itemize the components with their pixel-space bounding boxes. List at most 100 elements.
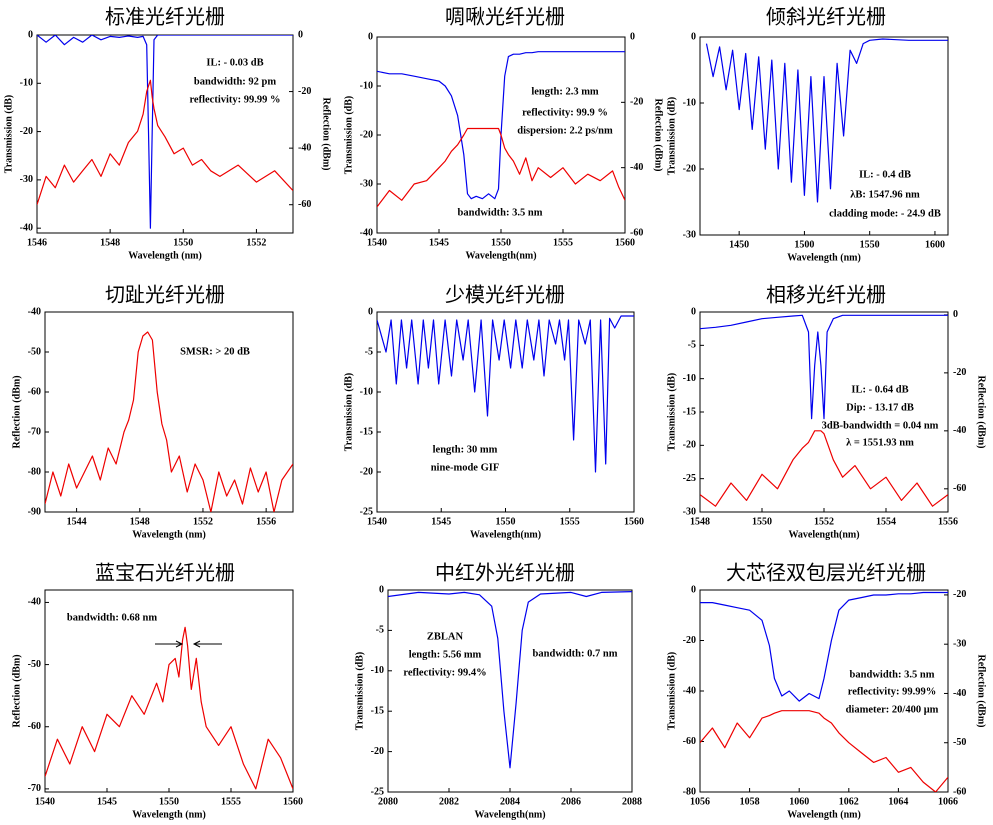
y2-axis-label: Reflection (dBm) (976, 375, 987, 448)
chart-title: 蓝宝石光纤光栅 (95, 561, 235, 585)
spectrum-line (388, 591, 632, 769)
subplot: 少模光纤光栅 1540 1545 1550 1555 1560 0 -5 -10 -15 -20 -2… (343, 283, 644, 541)
x-tick-label: 1555 (560, 516, 580, 527)
x-axis-label: Wavelength (nm) (128, 250, 202, 261)
x-axis-label: Wavelength (nm) (132, 529, 206, 540)
annotation: length: 2.3 mm (531, 86, 599, 97)
y-tick-label: -20 (371, 746, 384, 757)
y2-tick-label: -60 (953, 483, 966, 494)
y2-tick-label: -60 (298, 199, 311, 210)
y-tick-label: -5 (365, 346, 373, 357)
annotation: bandwidth: 3.5 nm (458, 207, 543, 218)
x-tick-label: 2084 (500, 796, 520, 807)
y2-tick-label: -20 (298, 86, 311, 97)
y-tick-label: -40 (28, 306, 41, 317)
subplot: 大芯径双包层光纤光栅 1056 1058 1060 1062 1064 1066 0 -20 -4… (666, 561, 986, 821)
x-tick-label: 1560 (615, 237, 635, 248)
x-tick-label: 1548 (690, 516, 710, 527)
y2-tick-label: 0 (298, 29, 303, 40)
y-tick-label: -40 (360, 227, 373, 238)
y2-tick-label: -40 (630, 162, 643, 173)
y2-tick-label: -40 (953, 425, 966, 436)
y-tick-label: -10 (683, 97, 696, 108)
chart-title: 啁啾光纤光栅 (445, 5, 565, 29)
x-tick-label: 1556 (938, 516, 958, 527)
y-axis-label: Transmission (dB) (666, 97, 677, 175)
x-tick-label: 1544 (67, 516, 87, 527)
x-tick-label: 1540 (367, 516, 387, 527)
y-tick-label: 0 (368, 306, 373, 317)
annotation: length: 30 mm (433, 444, 498, 455)
spectrum-line (45, 626, 293, 790)
y-tick-label: -40 (20, 222, 33, 233)
annotation: bandwidth: 3.5 nm (850, 669, 935, 680)
subplot: 相移光纤光栅 1548 1550 1552 1554 1556 0 -5 -10 -15 -20 -2… (666, 283, 986, 541)
annotation: reflectivity: 99.99% (848, 686, 936, 697)
spectrum-line (700, 430, 948, 507)
subplot: 倾斜光纤光栅 1450 1500 1550 1600 0 -10 -20 -30 Waveleng… (666, 5, 949, 263)
subplot: 啁啾光纤光栅 1540 1545 1550 1555 1560 0 -10 -20 -30 -40 0… (343, 5, 663, 262)
annotation: IL: - 0.03 dB (206, 57, 263, 68)
x-tick-label: 2086 (561, 796, 581, 807)
annotation: reflectivity: 99.9 % (522, 107, 608, 118)
annotation: IL: - 0.64 dB (851, 384, 908, 395)
annotation: length: 5.56 mm (409, 649, 482, 660)
y-tick-label: -70 (28, 783, 41, 794)
spectrum-line (377, 315, 634, 473)
plot-frame (699, 36, 949, 236)
y-tick-label: -10 (371, 665, 384, 676)
chart-title: 标准光纤光栅 (105, 5, 225, 29)
x-tick-label: 1552 (814, 516, 834, 527)
x-tick-label: 1550 (159, 796, 179, 807)
annotation: dispersion: 2.2 ps/nm (517, 125, 613, 136)
annotation: nine-mode GIF (431, 462, 500, 473)
annotation: bandwidth: 92 pm (194, 76, 277, 87)
y-tick-label: -20 (683, 635, 696, 646)
spectrum-line (705, 38, 948, 203)
y-tick-label: -10 (20, 78, 33, 89)
y-tick-label: -20 (360, 466, 373, 477)
annotation: bandwidth: 0.68 nm (67, 612, 157, 623)
x-axis-label: Wavelength(nm) (474, 809, 545, 820)
y-tick-label: -15 (371, 705, 384, 716)
y-tick-label: -20 (683, 163, 696, 174)
x-tick-label: 1545 (97, 796, 117, 807)
x-axis-label: Wavelength (nm) (132, 809, 206, 820)
y-tick-label: -50 (28, 346, 41, 357)
spectrum-line (377, 51, 625, 200)
arrow (155, 640, 184, 648)
x-axis-label: Wavelength(nm) (470, 529, 541, 540)
x-tick-label: 1555 (221, 796, 241, 807)
y2-tick-label: -20 (630, 97, 643, 108)
y-tick-label: -70 (28, 426, 41, 437)
y-axis-label: Transmission (dB) (343, 96, 354, 174)
spectrum-line (700, 591, 948, 702)
y-tick-label: -25 (371, 786, 384, 797)
y2-tick-label: -40 (298, 142, 311, 153)
spectrum-line (45, 331, 293, 512)
x-tick-label: 1546 (27, 237, 47, 248)
spectrum-line (37, 79, 293, 205)
y-tick-label: -30 (20, 174, 33, 185)
y2-tick-label: -50 (953, 737, 966, 748)
y-tick-label: -40 (28, 597, 41, 608)
y-tick-label: -60 (28, 386, 41, 397)
arrow (192, 640, 222, 648)
x-tick-label: 1600 (925, 239, 945, 250)
y-tick-label: -30 (683, 506, 696, 517)
y-tick-label: 0 (28, 29, 33, 40)
annotation: IL: - 0.4 dB (859, 169, 911, 180)
y-tick-label: -10 (360, 386, 373, 397)
x-tick-label: 1450 (729, 239, 749, 250)
y-tick-label: -25 (360, 506, 373, 517)
x-tick-label: 1540 (367, 237, 387, 248)
y-tick-label: -15 (683, 406, 696, 417)
y-tick-label: -60 (28, 721, 41, 732)
x-tick-label: 1540 (35, 796, 55, 807)
y-tick-label: -20 (683, 440, 696, 451)
y-tick-label: 0 (691, 306, 696, 317)
x-tick-label: 1545 (431, 516, 451, 527)
x-tick-label: 2082 (439, 796, 459, 807)
x-axis-label: Wavelength (nm) (787, 252, 861, 263)
